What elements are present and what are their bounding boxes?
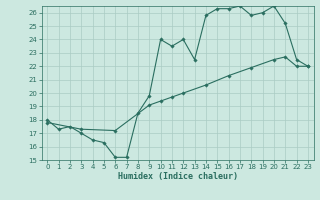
X-axis label: Humidex (Indice chaleur): Humidex (Indice chaleur) — [118, 172, 237, 181]
